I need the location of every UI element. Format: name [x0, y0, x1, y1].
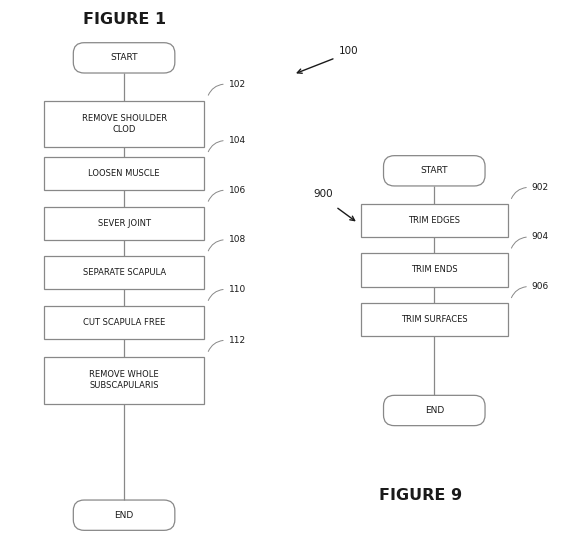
Text: 112: 112 [229, 336, 246, 345]
Text: 108: 108 [229, 235, 246, 244]
Text: 904: 904 [532, 233, 549, 241]
Text: 100: 100 [338, 46, 358, 56]
Text: FIGURE 1: FIGURE 1 [82, 12, 166, 27]
FancyBboxPatch shape [73, 42, 175, 73]
Text: 902: 902 [532, 183, 549, 192]
Bar [44, 100, 204, 147]
Text: 906: 906 [532, 282, 549, 291]
Bar [44, 157, 204, 190]
Bar [361, 204, 508, 237]
FancyBboxPatch shape [384, 396, 485, 425]
Text: START: START [421, 166, 448, 175]
Bar [44, 306, 204, 339]
Text: 104: 104 [229, 136, 246, 145]
Bar [44, 357, 204, 403]
Text: TRIM EDGES: TRIM EDGES [408, 216, 460, 225]
Text: REMOVE SHOULDER
CLOD: REMOVE SHOULDER CLOD [82, 114, 166, 134]
Bar [44, 256, 204, 289]
Text: END: END [114, 511, 134, 520]
Text: 106: 106 [229, 186, 246, 195]
Bar [361, 303, 508, 336]
Text: SEVER JOINT: SEVER JOINT [98, 219, 151, 228]
Bar [361, 253, 508, 287]
Text: START: START [111, 53, 138, 62]
Text: 900: 900 [313, 190, 333, 199]
Text: TRIM SURFACES: TRIM SURFACES [401, 315, 468, 324]
FancyBboxPatch shape [73, 500, 175, 530]
Text: END: END [425, 406, 444, 415]
Text: SEPARATE SCAPULA: SEPARATE SCAPULA [82, 268, 166, 277]
Text: FIGURE 9: FIGURE 9 [378, 488, 462, 504]
Bar [44, 207, 204, 240]
Text: REMOVE WHOLE
SUBSCAPULARIS: REMOVE WHOLE SUBSCAPULARIS [89, 370, 159, 390]
Text: TRIM ENDS: TRIM ENDS [411, 266, 457, 274]
Text: CUT SCAPULA FREE: CUT SCAPULA FREE [83, 318, 165, 327]
Text: 102: 102 [229, 79, 246, 89]
FancyBboxPatch shape [384, 155, 485, 186]
Text: LOOSEN MUSCLE: LOOSEN MUSCLE [89, 169, 160, 178]
Text: 110: 110 [229, 285, 246, 294]
